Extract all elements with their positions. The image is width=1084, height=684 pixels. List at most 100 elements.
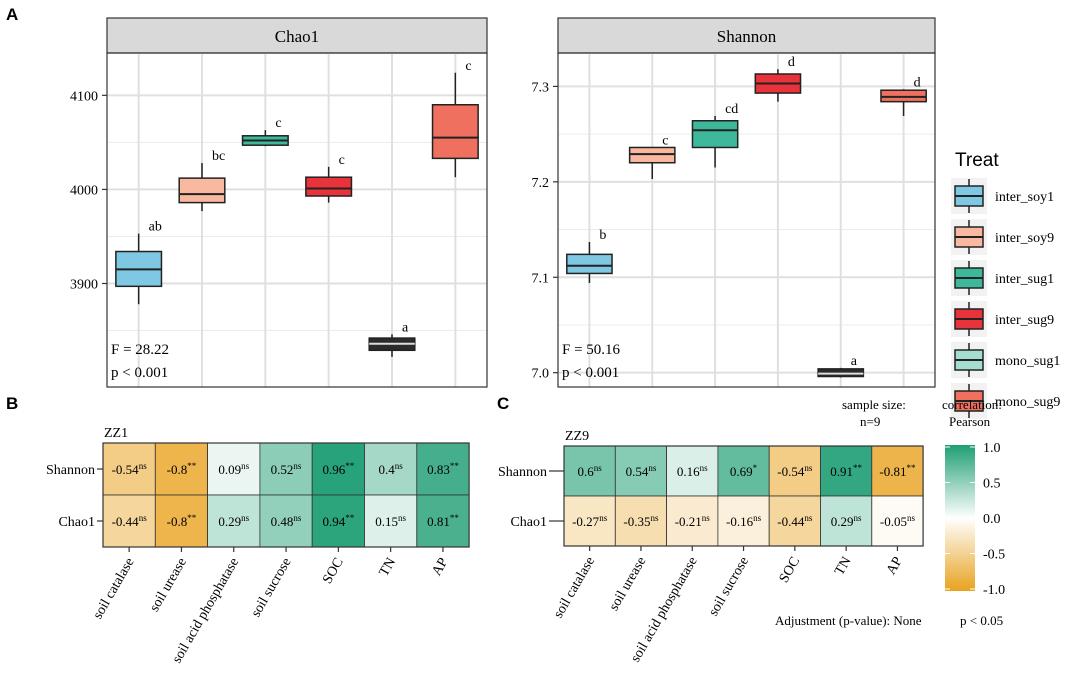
stat-p-value: p < 0.001: [562, 365, 619, 381]
cell-value: -0.44ns: [112, 513, 148, 529]
cell-value: -0.21ns: [675, 513, 711, 529]
column-label: soil urease: [147, 556, 190, 615]
colorbar-tick-label: 1.0: [983, 441, 1001, 456]
cell-value: -0.16ns: [726, 513, 762, 529]
significance-letter: bc: [212, 149, 225, 164]
box-inter_sug1: cd: [691, 102, 739, 168]
heatmap-cell: [364, 494, 418, 548]
treat-legend: Treat inter_soy1 inter_soy9 inter_sug1inte…: [951, 150, 1060, 419]
heatmap-cell: [820, 495, 873, 547]
colorbar-tick-label: -1.0: [983, 583, 1005, 598]
cell-value: 0.48ns: [271, 513, 302, 529]
legend-label: inter_soy9: [995, 231, 1054, 246]
heatmap-cell: [102, 442, 156, 496]
colorbar-tick-label: -0.5: [983, 548, 1005, 563]
heatmap-cell: [820, 445, 873, 497]
cell-value: -0.35ns: [623, 513, 659, 529]
y-tick-label: 7.3: [532, 80, 550, 95]
facet-strip: [106, 17, 488, 54]
panel-label-b: B: [6, 394, 18, 413]
heatmap-cell: [311, 494, 365, 548]
heatmap-cell: [563, 495, 616, 547]
column-label: SOC: [777, 555, 804, 586]
colorbar-title-line2: Pearson: [949, 414, 991, 429]
cell-value: 0.54ns: [626, 463, 657, 479]
heatmap-cell: [207, 494, 261, 548]
sample-size-line2: n=9: [860, 414, 880, 429]
legend-label: mono_sug1: [995, 354, 1060, 369]
cell-value: 0.29ns: [831, 513, 862, 529]
box-inter_soy9: c: [628, 133, 676, 179]
legend-title: Treat: [955, 150, 999, 171]
colorbar-tick-label: 0.5: [983, 477, 1001, 492]
column-label: soil sucrose: [249, 556, 295, 620]
y-tick-label: 7.0: [532, 367, 550, 382]
cell-value: 0.09ns: [218, 461, 249, 477]
cell-value: 0.69*: [730, 463, 758, 479]
column-label: soil urease: [607, 555, 650, 614]
significance-letter: a: [402, 320, 409, 335]
facet-strip: [557, 17, 936, 54]
panel-border: [106, 52, 488, 388]
heatmap-zz9: ZZ9 Shannon 0.6ns 0.54ns 0.16ns 0.69* -0.54ns 0…: [498, 429, 924, 665]
legend-label: inter_sug1: [995, 272, 1054, 287]
column-label: SOC: [320, 556, 347, 587]
box-mono_sug1: a: [368, 320, 416, 357]
box-inter_sug9: c: [305, 153, 353, 203]
heatmap-title: ZZ1: [104, 426, 128, 441]
heatmap-cell: [768, 495, 821, 547]
cell-value: -0.8**: [167, 513, 197, 529]
pval-note: p < 0.05: [960, 613, 1003, 628]
stat-p-value: p < 0.001: [111, 365, 168, 381]
legend-label: inter_soy1: [995, 190, 1054, 205]
legend-label: inter_sug9: [995, 313, 1054, 328]
heatmap-cell: [666, 445, 719, 497]
column-label: TN: [377, 556, 399, 580]
panel-label-a: A: [6, 5, 18, 24]
column-label: AP: [429, 555, 451, 578]
correlation-colorbar: correlation: Pearson 1.0 0.5 0.0 -0.5 -1.0 p…: [942, 397, 1005, 628]
column-label: AP: [884, 554, 906, 577]
legend-item-inter_sug9: inter_sug9: [951, 301, 1054, 337]
legend-label: mono_sug9: [995, 395, 1060, 410]
box-inter_sug1: c: [241, 116, 289, 147]
legend-item-mono_sug1: mono_sug1: [951, 342, 1060, 378]
box-body: [305, 176, 353, 197]
cell-value: -0.81**: [879, 463, 916, 479]
legend-item-inter_sug1: inter_sug1: [951, 260, 1054, 296]
column-label: TN: [832, 555, 854, 579]
cell-value: -0.27ns: [572, 513, 608, 529]
cell-value: 0.15ns: [375, 513, 406, 529]
stat-f-value: F = 50.16: [562, 342, 621, 358]
column-label: soil catalase: [91, 556, 138, 622]
colorbar-tick-label: 0.0: [983, 512, 1001, 527]
heatmap-panels: ZZ1 Shannon -0.54ns -0.8** 0.09ns 0.52ns 0.96*…: [46, 426, 924, 666]
heatmap-cell: [154, 494, 209, 548]
significance-letter: c: [339, 153, 345, 168]
panel-border: [557, 52, 936, 388]
significance-letter: d: [914, 75, 921, 90]
boxplot-chao1: Chao1 3900 4000 4100 ab bc c c a c F = 28.22 p < 0.…: [70, 17, 488, 388]
y-tick-label: 7.1: [532, 271, 550, 286]
row-label: Chao1: [510, 515, 547, 530]
cell-value: 0.4ns: [379, 461, 404, 477]
row-label: Shannon: [498, 465, 547, 480]
y-tick-label: 4000: [70, 183, 98, 198]
stat-f-value: F = 28.22: [111, 342, 169, 358]
facet-title: Chao1: [275, 27, 319, 46]
significance-letter: a: [851, 354, 858, 369]
cell-value: 0.16ns: [677, 463, 708, 479]
heatmap-cell: [416, 442, 470, 496]
cell-value: 0.83**: [427, 461, 459, 477]
cell-value: -0.44ns: [777, 513, 813, 529]
column-label: soil catalase: [551, 555, 598, 621]
box-mono_sug9: c: [431, 59, 479, 178]
legend-item-inter_soy1: inter_soy1: [951, 178, 1054, 214]
row-label: Chao1: [58, 515, 95, 530]
sample-size-line1: sample size:: [842, 397, 906, 412]
heatmap-cell: [768, 445, 821, 497]
box-mono_sug9: d: [880, 75, 927, 116]
box-inter_soy9: bc: [178, 149, 226, 212]
